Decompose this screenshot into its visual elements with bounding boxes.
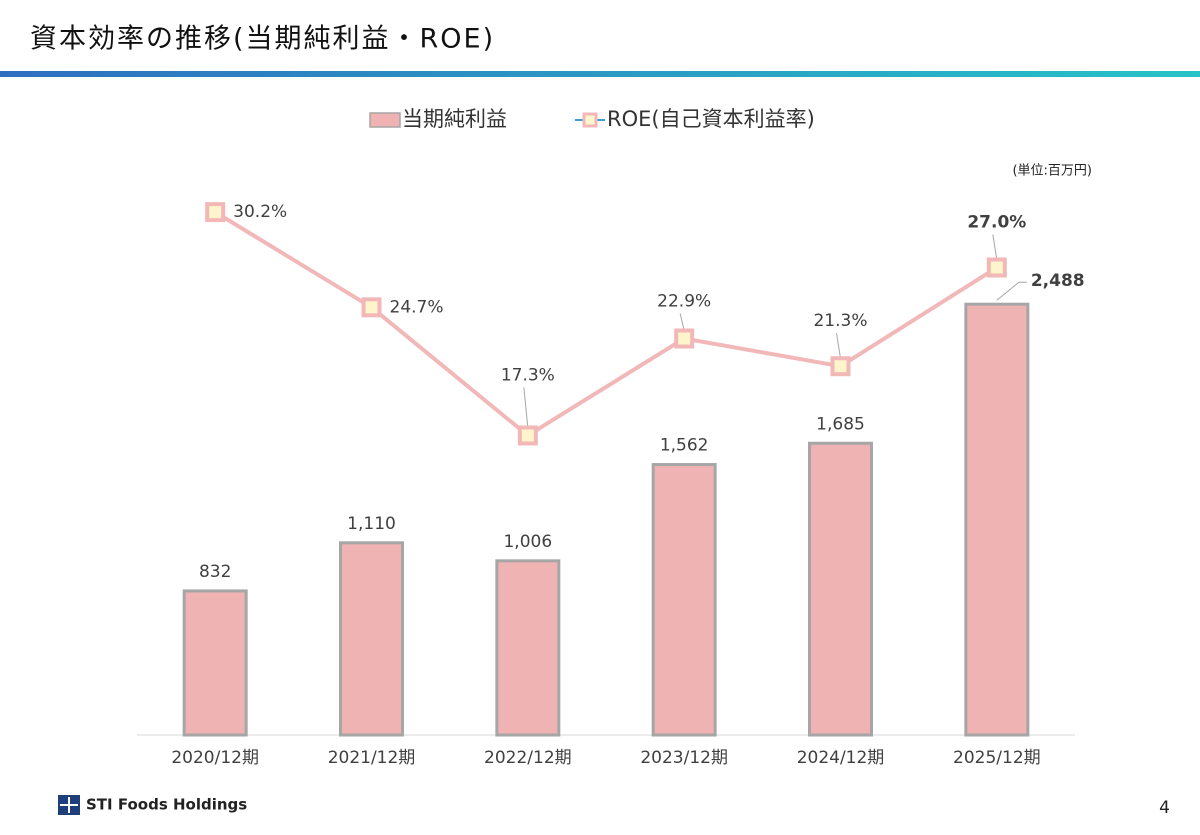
header-bar xyxy=(0,71,1200,77)
bar-value-label: 832 xyxy=(199,562,231,582)
x-tick-label: 2023/12期 xyxy=(640,748,728,768)
company-name: STI Foods Holdings xyxy=(86,796,247,814)
leader-line xyxy=(996,281,1027,301)
roe-marker xyxy=(986,257,1007,278)
bar xyxy=(964,302,1030,737)
bar xyxy=(808,441,873,737)
leader-line xyxy=(992,234,998,260)
page-title: 資本効率の推移(当期純利益・ROE) xyxy=(30,24,495,55)
bar-value-label: 1,110 xyxy=(347,514,396,534)
roe-value-label: 24.7% xyxy=(390,297,444,317)
roe-marker xyxy=(830,356,851,377)
legend-swatch xyxy=(369,112,401,128)
roe-marker xyxy=(517,425,538,446)
roe-line xyxy=(214,210,998,438)
bar xyxy=(182,589,248,737)
bar-value-label: 1,562 xyxy=(660,436,709,456)
bar-value-label: 1,685 xyxy=(816,414,865,434)
legend-label: ROE(自己資本利益率) xyxy=(607,107,815,131)
unit-label: (単位:百万円) xyxy=(1012,163,1092,179)
x-tick-label: 2021/12期 xyxy=(328,748,416,768)
x-tick-label: 2024/12期 xyxy=(797,748,885,768)
roe-value-label: 22.9% xyxy=(657,292,711,312)
roe-value-label: 17.3% xyxy=(501,365,555,385)
x-tick-label: 2025/12期 xyxy=(953,748,1041,768)
leader-line xyxy=(523,387,529,428)
x-tick-label: 2020/12期 xyxy=(171,748,259,768)
leader-line xyxy=(836,333,841,359)
bar xyxy=(495,559,561,737)
roe-marker xyxy=(674,328,695,349)
x-tick-label: 2022/12期 xyxy=(484,748,572,768)
roe-value-label: 27.0% xyxy=(967,213,1026,233)
roe-marker xyxy=(205,202,226,223)
leader-line xyxy=(679,313,685,331)
roe-value-label: 21.3% xyxy=(813,311,867,331)
bar xyxy=(339,541,404,737)
legend-label: 当期純利益 xyxy=(402,107,507,131)
roe-value-label: 30.2% xyxy=(233,202,287,222)
roe-marker xyxy=(361,297,382,318)
page-number: 4 xyxy=(1159,798,1170,818)
bar-value-label: 2,488 xyxy=(1031,271,1085,291)
logo xyxy=(58,795,80,815)
bar xyxy=(651,463,717,737)
legend-swatch xyxy=(582,112,598,128)
bar-value-label: 1,006 xyxy=(503,532,552,552)
